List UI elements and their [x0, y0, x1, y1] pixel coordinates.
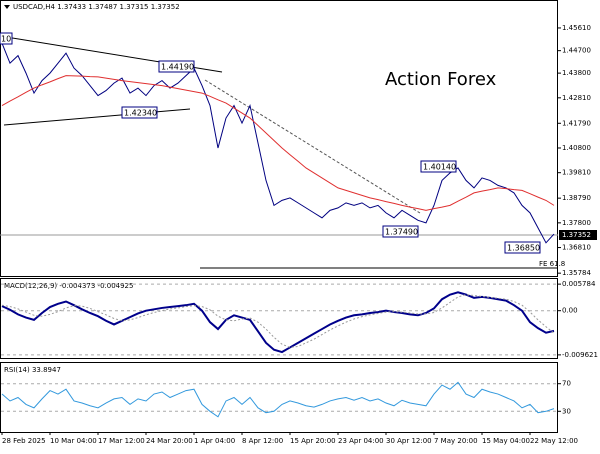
x-tick-label: 7 May 20:00 [434, 437, 478, 445]
y-tick-label: 0.005784 [562, 280, 596, 288]
y-tick-label: 1.40800 [562, 144, 591, 152]
annotation: 10 [1, 35, 11, 44]
y-tick-label: 70 [562, 380, 571, 388]
y-tick-label: 1.36810 [562, 244, 591, 252]
y-tick-label: 1.45610 [562, 24, 591, 32]
y-tick-label: 1.35784 [562, 269, 591, 277]
rsi-title: RSI(14) 33.8947 [4, 366, 61, 374]
x-tick-label: 1 Apr 04:00 [194, 437, 235, 445]
x-tick-label: 8 Apr 12:00 [242, 437, 283, 445]
trendline [3, 108, 191, 126]
series-line [1, 42, 555, 244]
x-tick-label: 24 Mar 20:00 [146, 437, 193, 445]
x-tick-label: 23 Apr 04:00 [338, 437, 384, 445]
series-line [1, 75, 555, 211]
macd-title: MACD(12,26,9) -0.004373 -0.004925 [4, 282, 133, 290]
x-tick-label: 15 Apr 20:00 [290, 437, 336, 445]
y-tick-label: 0.00 [562, 307, 578, 315]
annotation: 1.42340 [124, 109, 157, 118]
x-tick-label: 10 Mar 04:00 [50, 437, 97, 445]
annotation-box [504, 241, 541, 254]
price-tag-label: 1.37352 [562, 231, 591, 239]
y-tick-label: 1.39810 [562, 169, 591, 177]
annotation: 1.44190 [161, 63, 194, 72]
annotations: 10 1.44190 1.42340 1.40140 1.37490 1.368… [0, 32, 597, 268]
series-line [1, 291, 555, 354]
annotation: 1.37490 [385, 228, 418, 237]
annotation-box [382, 225, 419, 238]
series-line [1, 294, 555, 348]
annotation: 1.40140 [423, 163, 456, 172]
trendline [204, 79, 421, 214]
y-tick-label: 1.43800 [562, 69, 591, 77]
y-tick-label: 1.42810 [562, 94, 591, 102]
annotation-box [158, 60, 195, 73]
x-tick-label: 30 Apr 12:00 [386, 437, 432, 445]
price-tag [559, 230, 597, 240]
x-tick-label: 15 May 04:00 [482, 437, 530, 445]
y-tick-label: 1.44700 [562, 47, 591, 55]
annotation: FE 61.8 [539, 260, 565, 268]
annotation-box [0, 32, 13, 45]
watermark: Action Forex [385, 69, 497, 90]
y-tick-label: -0.009621 [562, 351, 598, 359]
macd-panel [0, 278, 558, 359]
rsi-panel [0, 362, 558, 433]
annotation: 1.36850 [507, 244, 540, 253]
annotation-box [121, 106, 158, 119]
header-icon [4, 5, 10, 9]
y-tick-label: 1.37800 [562, 219, 591, 227]
x-tick-label: 22 May 12:00 [530, 437, 578, 445]
series-line [1, 381, 555, 418]
price-panel [0, 0, 558, 277]
y-tick-label: 30 [562, 407, 571, 415]
x-tick-label: 28 Feb 2025 [2, 437, 46, 445]
header: USDCAD,H4 1.37433 1.37487 1.37315 1.3735… [13, 3, 180, 11]
annotation-box [420, 160, 457, 173]
y-tick-label: 1.41790 [562, 119, 591, 127]
x-tick-label: 17 Mar 12:00 [98, 437, 145, 445]
y-tick-label: 1.38790 [562, 194, 591, 202]
